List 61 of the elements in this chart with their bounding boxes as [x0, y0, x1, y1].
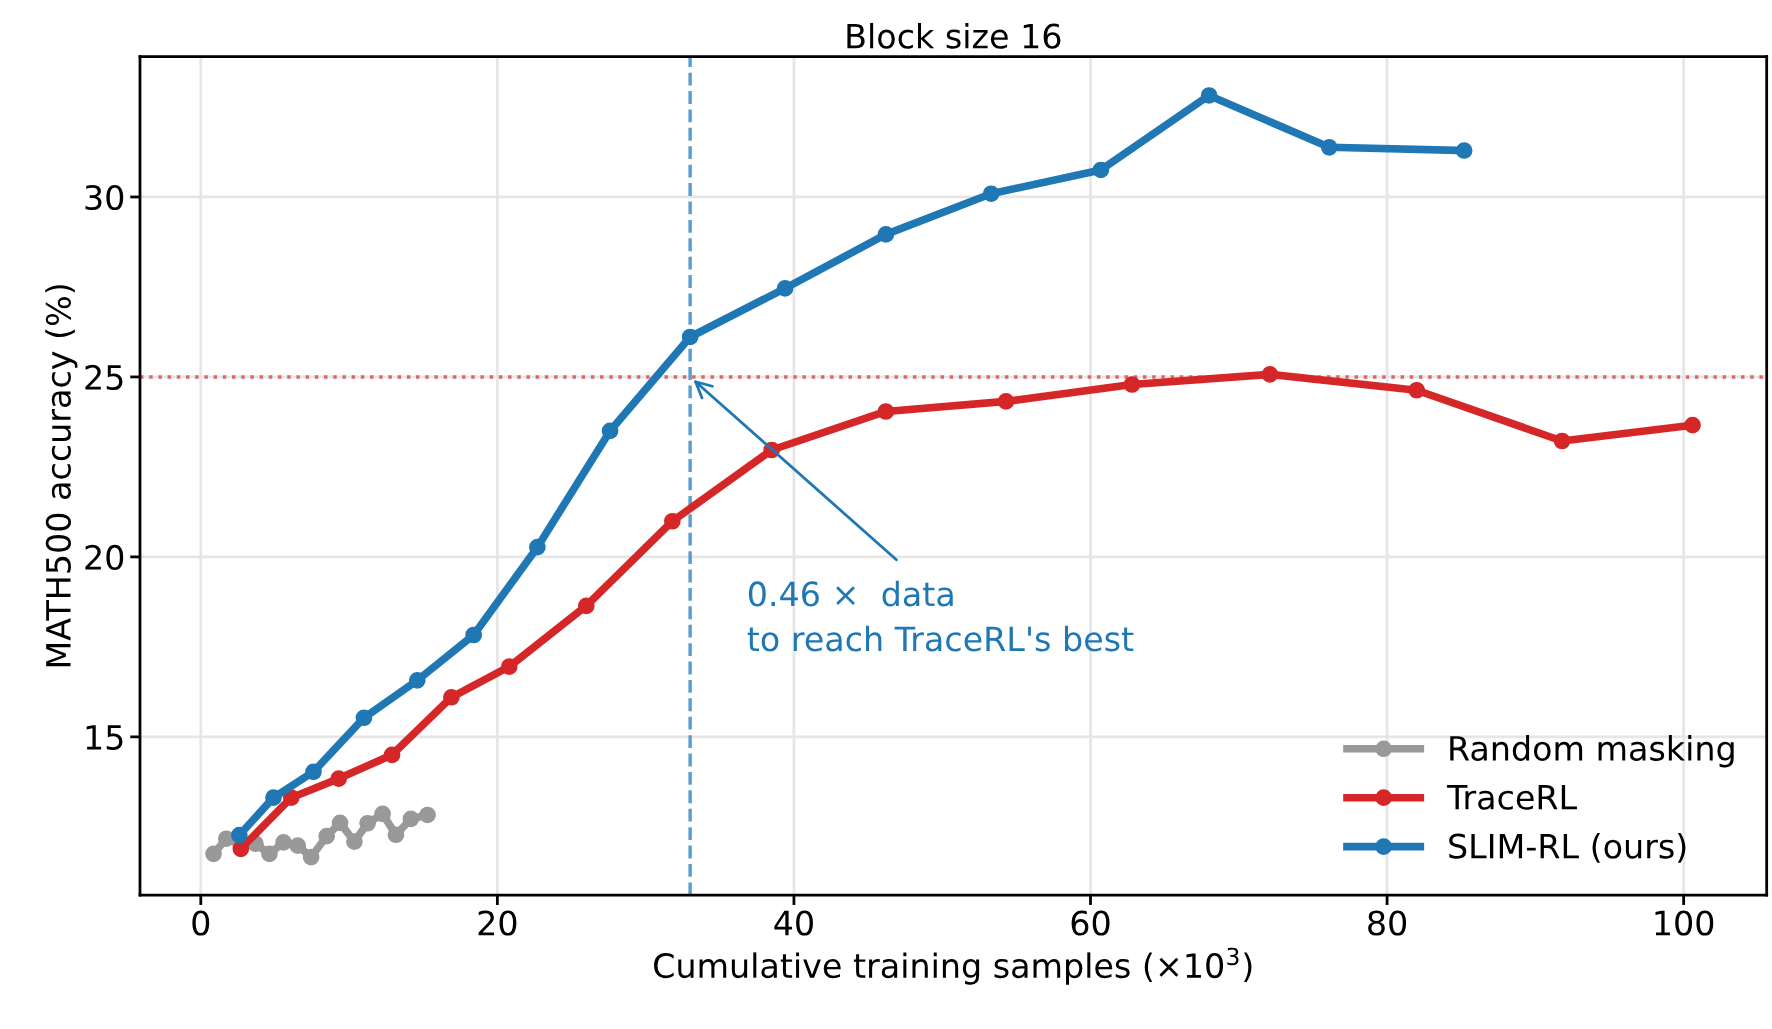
point: [1553, 432, 1571, 450]
y-axis-title: MATH500 accuracy (%): [45, 285, 78, 667]
x-tick-label: 40: [774, 910, 813, 936]
point: [383, 746, 401, 764]
point: [1200, 87, 1218, 104]
x-tick-label: 100: [1655, 910, 1714, 936]
point: [355, 709, 373, 727]
point: [318, 827, 336, 845]
point: [408, 672, 426, 689]
point: [1261, 366, 1279, 383]
point: [374, 805, 391, 823]
point: [330, 770, 348, 787]
point: [877, 226, 895, 243]
point: [681, 328, 699, 346]
point: [529, 538, 546, 556]
point: [282, 789, 300, 807]
point: [346, 833, 363, 850]
point: [577, 597, 595, 615]
point: [997, 393, 1015, 410]
legend-label: Random masking: [1450, 735, 1734, 768]
annotation: 0.46 × data to reach TraceRL's best: [747, 580, 1134, 652]
legend-label: TraceRL: [1446, 785, 1577, 810]
point: [465, 626, 482, 644]
x-tick-label: 60: [1071, 910, 1110, 936]
point: [359, 814, 376, 832]
point: [982, 185, 1000, 203]
point: [500, 658, 518, 676]
point: [261, 845, 278, 863]
point: [305, 763, 322, 781]
point: [419, 806, 436, 824]
point: [265, 789, 282, 807]
y-tick-label: 30: [85, 184, 124, 211]
point: [1123, 376, 1141, 393]
point: [231, 826, 248, 844]
chart-title: Block size 16: [847, 22, 1061, 49]
point: [275, 833, 292, 851]
point: [601, 422, 619, 440]
point: [302, 848, 320, 866]
point: [402, 810, 420, 828]
point: [331, 814, 349, 832]
point: [776, 280, 794, 297]
point: [387, 826, 405, 844]
y-tick-label: 15: [86, 725, 123, 750]
point: [1092, 161, 1110, 179]
legend-label: SLIM-RL (ours): [1449, 833, 1686, 863]
point: [443, 688, 460, 706]
point: [205, 845, 222, 863]
x-tick-label: 80: [1368, 910, 1407, 936]
point: [1408, 381, 1426, 399]
point: [877, 403, 895, 420]
point: [664, 512, 681, 530]
point: [1320, 138, 1338, 156]
y-tick-label: 20: [85, 544, 124, 571]
point: [232, 840, 250, 858]
point: [289, 837, 307, 854]
x-axis-title: Cumulative training samples (×10$^{3}$): [654, 947, 1252, 985]
point: [1455, 142, 1473, 159]
y-tick-label: 25: [85, 364, 123, 391]
x-tick-label: 0: [192, 910, 210, 936]
point: [1684, 416, 1701, 434]
x-tick-label: 20: [478, 910, 517, 936]
